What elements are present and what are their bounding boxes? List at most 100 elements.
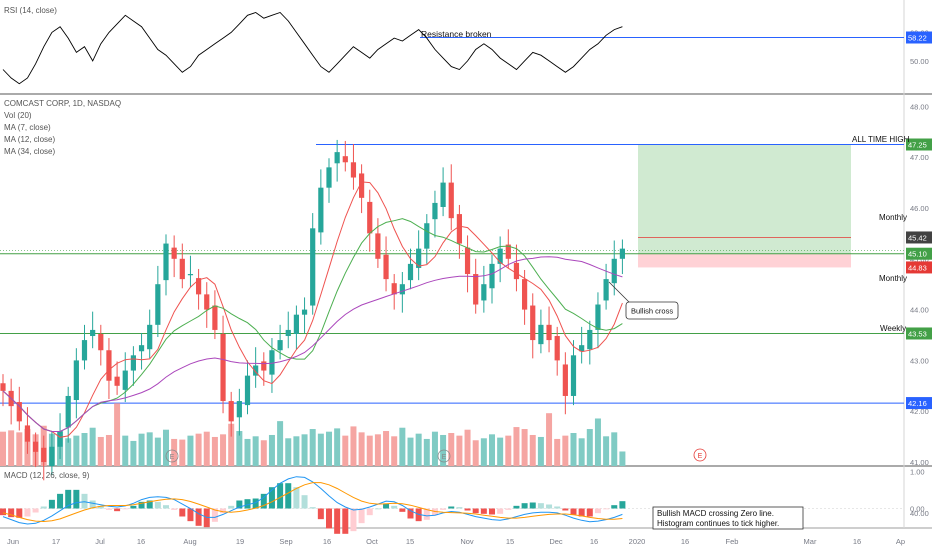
candle-body: [432, 202, 438, 220]
macd-histogram-bar: [586, 508, 593, 517]
candle: [595, 292, 601, 349]
rsi-series: [2, 11, 623, 85]
macd-histogram-bar: [334, 508, 341, 534]
event-marker-2[interactable]: E: [437, 449, 451, 463]
volume-bar: [464, 429, 471, 466]
volume-bar: [260, 440, 267, 466]
volume-bar: [81, 433, 88, 466]
volume-bar: [89, 427, 96, 466]
candle: [220, 315, 226, 414]
volume-bar: [252, 436, 259, 466]
volume-bar: [65, 438, 72, 466]
price-tick-label: 47.00: [910, 153, 929, 162]
macd-series: [0, 476, 626, 534]
candle: [448, 164, 454, 231]
macd-histogram-bar: [603, 508, 610, 510]
macd-note-line2: Histogram continues to tick higher.: [657, 519, 779, 528]
price-badge-text: 47.25: [908, 141, 927, 150]
candle-body: [155, 284, 161, 325]
macd-histogram-bar: [130, 505, 137, 509]
candle-body: [0, 383, 6, 391]
candle: [236, 388, 242, 436]
candle-body: [562, 364, 568, 396]
macd-histogram-bar: [236, 500, 243, 509]
candle-body: [375, 233, 381, 259]
volume-bar: [317, 433, 324, 466]
price-legend: COMCAST CORP, 1D, NASDAQ: [4, 99, 121, 108]
candle: [179, 243, 185, 289]
bullish-cross-callout[interactable]: Bullish cross: [608, 281, 679, 320]
time-axis-label: 15: [506, 537, 514, 546]
candle: [33, 432, 39, 468]
candle: [456, 204, 462, 259]
time-axis-label: Jul: [95, 537, 105, 546]
candle-body: [326, 167, 332, 188]
bullish-cross-pointer: [608, 281, 632, 305]
candle-body: [49, 446, 55, 467]
macd-histogram-bar: [89, 500, 96, 509]
macd-histogram-bar: [154, 501, 161, 509]
event-marker-circle: [437, 449, 451, 463]
time-axis-label: 16: [323, 537, 331, 546]
candle: [73, 348, 79, 419]
macd-histogram-bar: [317, 508, 324, 520]
macd-histogram-bar: [326, 508, 332, 529]
macd-note-callout[interactable]: Bullish MACD crossing Zero line. Histogr…: [652, 506, 804, 530]
macd-histogram-bar: [146, 500, 153, 509]
price-badge-background: [906, 261, 932, 274]
monthly-label-bottom[interactable]: Monthly: [879, 274, 907, 283]
macd-histogram-bar: [546, 504, 553, 509]
candle: [570, 340, 577, 406]
candle-body: [513, 262, 520, 280]
volume-bar: [0, 431, 6, 466]
macd-histogram-bar: [301, 495, 308, 509]
macd-histogram-bar: [105, 508, 112, 510]
candle-body: [16, 402, 22, 422]
candle-body: [57, 431, 63, 447]
candle: [212, 290, 218, 340]
candle-body: [538, 324, 544, 345]
price-badges: 58.22 47.25 45.42 45.10 44.83 43.53 42.16: [906, 31, 932, 410]
volume-bar: [16, 432, 23, 466]
volume-bar: [179, 439, 186, 466]
candle: [196, 268, 202, 310]
entry-price-badge: 45.42: [906, 231, 932, 244]
event-marker-3[interactable]: E: [693, 448, 707, 462]
candle-body: [611, 258, 617, 284]
candle-body: [367, 201, 373, 234]
macd-histogram-bar: [16, 508, 23, 518]
time-axis-label: Jun: [7, 537, 19, 546]
event-marker-1[interactable]: E: [165, 449, 179, 463]
resistance-broken-annotation[interactable]: Resistance broken: [421, 29, 492, 39]
macd-histogram-bar: [594, 508, 601, 514]
candle-body: [90, 329, 96, 337]
time-axis-label: 15: [406, 537, 414, 546]
volume-bar: [562, 435, 569, 466]
candle-body: [448, 182, 454, 219]
volume-bar: [73, 435, 80, 466]
volume-bar: [480, 438, 487, 466]
weekly-label[interactable]: Weekly: [880, 324, 906, 333]
rsi-tick-label: 50.00: [910, 57, 929, 66]
monthly-price-badge-bottom: 43.53: [906, 327, 932, 340]
macd-histogram-bar: [187, 508, 194, 522]
macd-histogram-bar: [40, 506, 47, 509]
candle-body: [310, 228, 316, 306]
time-axis-label: 19: [236, 537, 244, 546]
macd-histogram-bar: [8, 508, 15, 518]
macd-histogram-bar: [81, 493, 88, 509]
candle-body: [587, 329, 593, 350]
candle-body: [41, 447, 47, 462]
event-marker-letter: E: [442, 454, 447, 461]
monthly-label-top[interactable]: Monthly: [879, 213, 907, 222]
volume-bar: [513, 427, 520, 466]
candle: [489, 254, 495, 304]
all-time-high-label[interactable]: ALL TIME HIGH: [852, 135, 910, 144]
candle-body: [464, 247, 471, 275]
ath-price-badge: 47.25: [906, 138, 932, 151]
time-axis-label: 16: [590, 537, 598, 546]
price-badge-text: 44.83: [908, 263, 927, 272]
candle-body: [293, 314, 299, 334]
